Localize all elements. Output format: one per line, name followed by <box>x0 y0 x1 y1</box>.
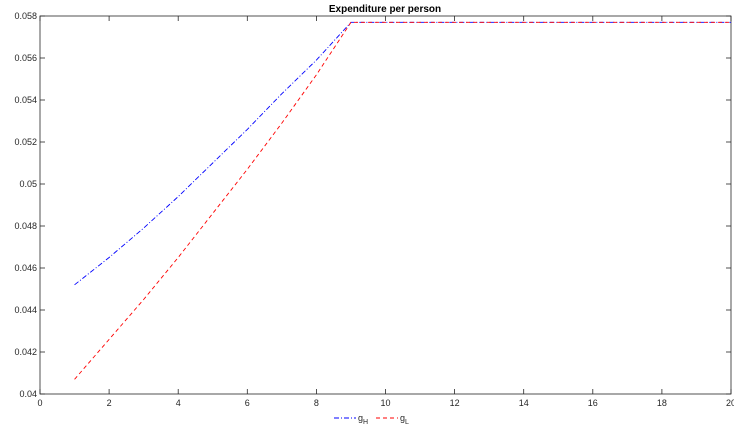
x-tick-label: 20 <box>726 398 734 408</box>
y-tick-label: 0.056 <box>14 53 37 63</box>
y-tick-label: 0.044 <box>14 305 37 315</box>
y-tick-label: 0.04 <box>19 389 37 399</box>
chart-title: Expenditure per person <box>329 4 441 15</box>
y-tick-label: 0.046 <box>14 263 37 273</box>
x-tick-label: 0 <box>37 398 42 408</box>
legend-label: gL <box>400 413 409 426</box>
y-tick-label: 0.042 <box>14 347 37 357</box>
series-line-gH <box>74 21 731 286</box>
y-tick-label: 0.058 <box>14 11 37 21</box>
series-line-gL <box>74 21 731 380</box>
x-tick-label: 18 <box>657 398 667 408</box>
y-tick-label: 0.052 <box>14 137 37 147</box>
x-tick-label: 16 <box>588 398 598 408</box>
y-tick-label: 0.05 <box>19 179 37 189</box>
y-tick-label: 0.054 <box>14 95 37 105</box>
x-tick-label: 14 <box>519 398 529 408</box>
x-tick-label: 4 <box>176 398 181 408</box>
x-tick-label: 2 <box>107 398 112 408</box>
y-tick-label: 0.048 <box>14 221 37 231</box>
x-tick-label: 6 <box>245 398 250 408</box>
legend-label: gH <box>358 413 368 426</box>
x-tick-label: 12 <box>450 398 460 408</box>
x-tick-label: 10 <box>380 398 390 408</box>
legend: gH gL <box>334 413 409 426</box>
x-tick-label: 8 <box>314 398 319 408</box>
plot-frame <box>39 15 732 395</box>
